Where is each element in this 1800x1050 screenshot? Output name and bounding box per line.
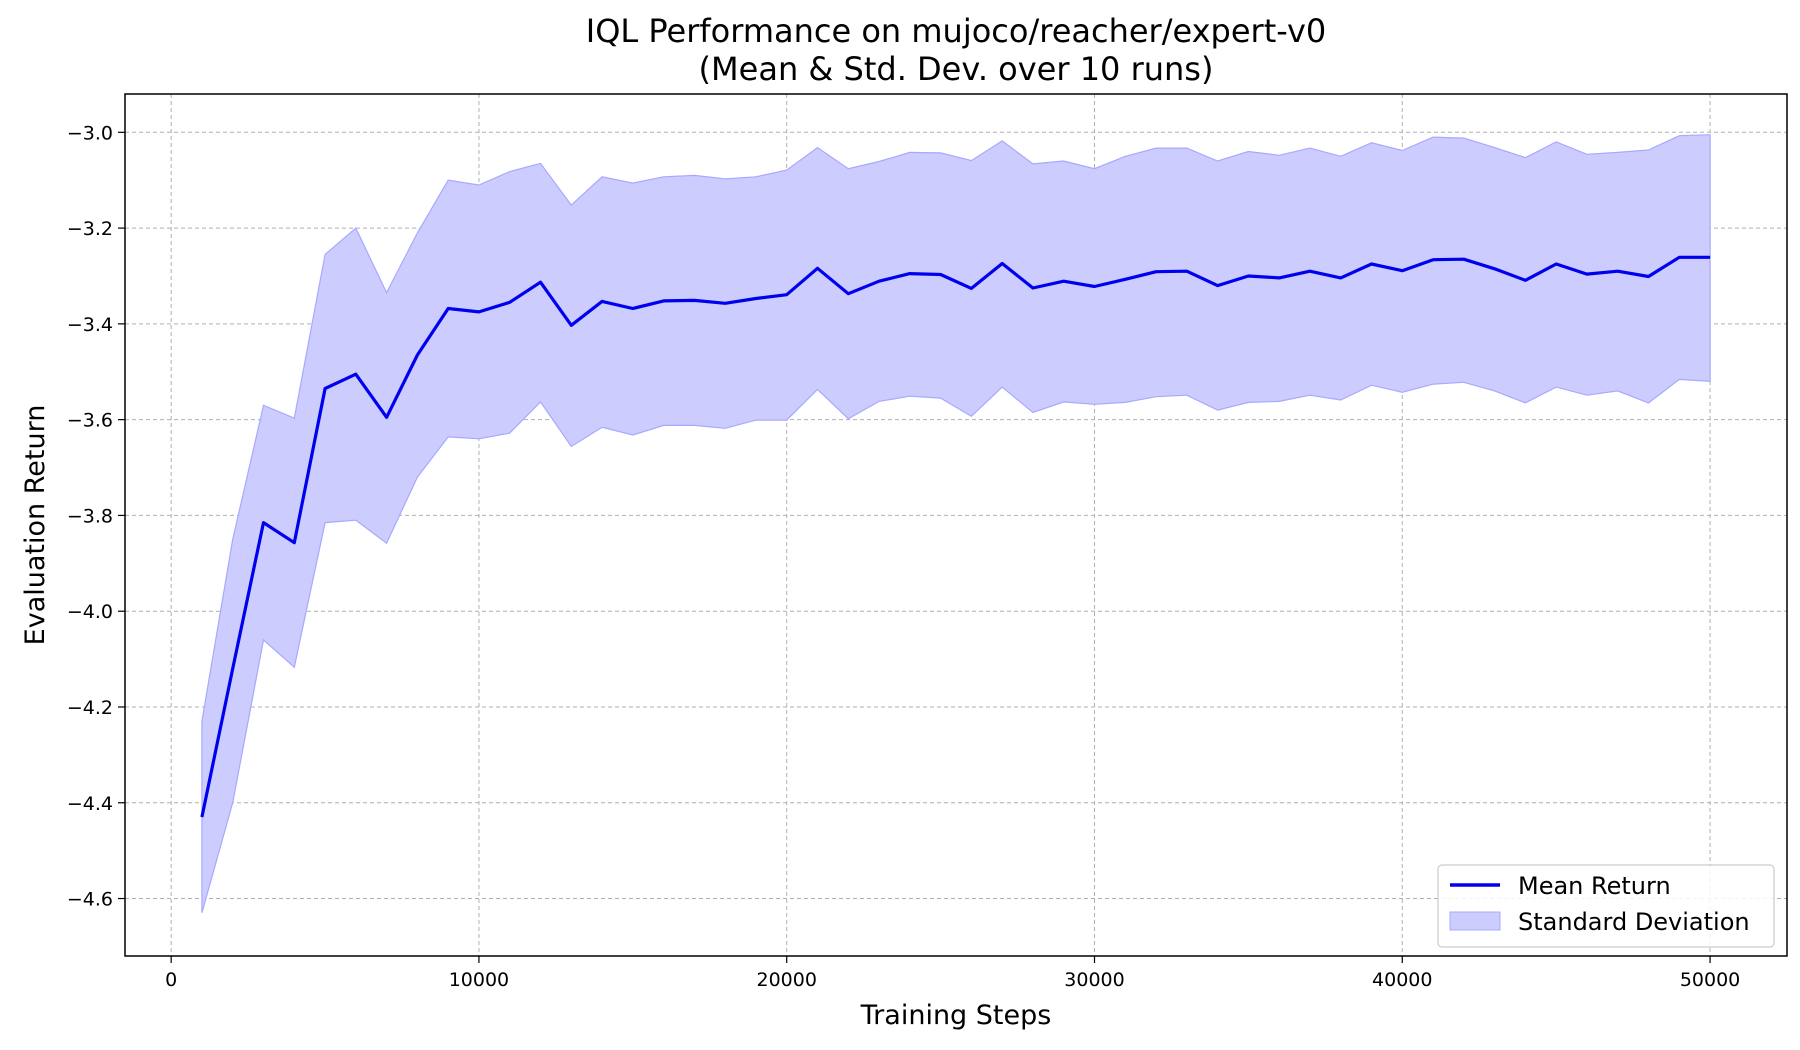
mean-line-group [200,255,1711,818]
plot-area-frame [124,93,1788,957]
chart-subtitle: (Mean & Std. Dev. over 10 runs) [699,50,1214,88]
y-axis: −3.0 −3.2 −3.4 −3.6 −3.8 −4.0 −4.2 −4.4 −4.6 [67,122,125,911]
y-tick-label: −4.4 [67,793,113,815]
x-axis-label: Training Steps [860,1000,1052,1031]
x-tick-label: 20000 [756,969,816,991]
y-tick-label: −3.0 [67,122,113,144]
legend-std-swatch [1449,911,1501,931]
std-band-group [201,134,1711,914]
x-tick-label: 40000 [1372,969,1432,991]
y-tick-label: −4.0 [67,601,113,623]
legend: Mean Return Standard Deviation [1437,864,1775,948]
y-tick-label: −4.6 [67,889,113,911]
y-tick-label: −3.2 [67,218,113,240]
x-tick-label: 10000 [449,969,509,991]
legend-mean-label: Mean Return [1518,872,1671,900]
x-axis: 0 10000 20000 30000 40000 50000 [165,956,1740,991]
y-tick-label: −3.6 [67,410,113,432]
x-tick-label: 30000 [1064,969,1124,991]
legend-box [1437,864,1775,948]
y-tick-label: −4.2 [67,697,113,719]
x-tick-label: 50000 [1680,969,1740,991]
std-deviation-band [201,134,1711,914]
y-tick-label: −3.4 [67,314,113,336]
y-axis-label: Evaluation Return [20,405,51,646]
x-tick-label: 0 [165,969,177,991]
chart-title: IQL Performance on mujoco/reacher/expert… [586,12,1326,50]
y-tick-label: −3.8 [67,505,113,527]
legend-std-label: Standard Deviation [1518,908,1750,936]
mean-return-line [200,255,1711,818]
